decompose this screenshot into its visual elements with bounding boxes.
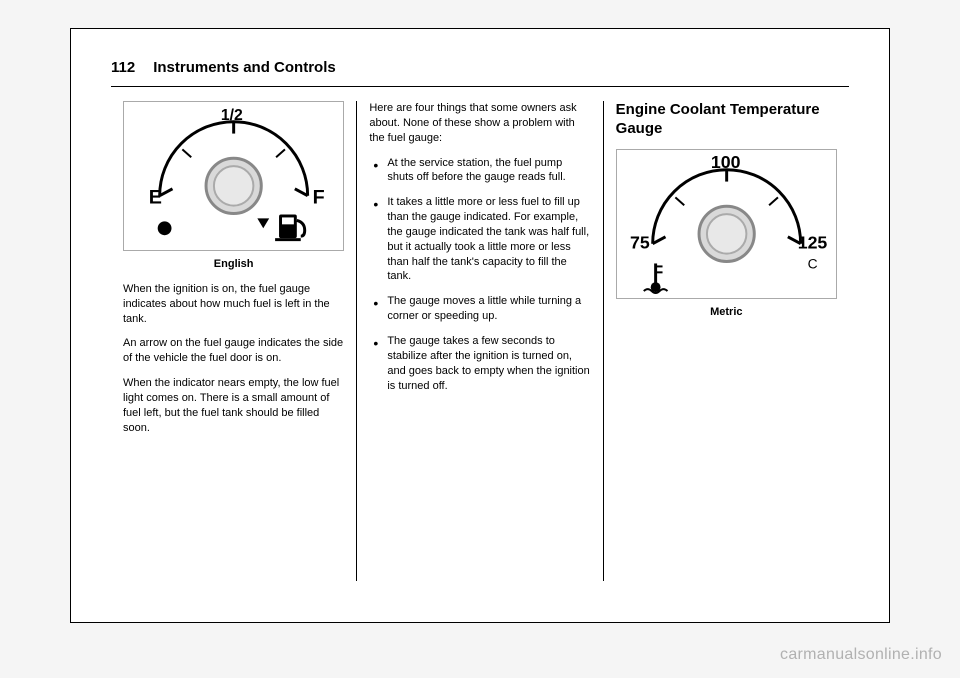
watermark-text: carmanualsonline.info (780, 646, 942, 664)
list-item: The gauge takes a few seconds to stabili… (369, 334, 590, 393)
column-1: E F 1/2 (111, 101, 356, 581)
page-number: 112 (111, 59, 135, 76)
gauge-75-label: 75 (630, 232, 650, 252)
fuel-pump-icon (257, 214, 304, 241)
gauge-100-label: 100 (711, 151, 741, 171)
body-text: An arrow on the fuel gauge indicates the… (123, 336, 344, 366)
temp-gauge-figure: 75 100 125 C (616, 149, 837, 299)
low-fuel-icon (158, 221, 172, 235)
fuel-gauge-figure: E F 1/2 (123, 101, 344, 251)
manual-page: 112 Instruments and Controls E F (70, 28, 890, 623)
thermometer-icon (643, 263, 667, 293)
column-3: Engine Coolant Temperature Gauge 75 100 … (604, 101, 849, 581)
subsection-heading: Engine Coolant Temperature Gauge (616, 101, 837, 139)
fuel-gauge-svg: E F 1/2 (124, 102, 343, 250)
list-item: The gauge moves a little while turning a… (369, 294, 590, 324)
section-title: Instruments and Controls (153, 59, 336, 76)
temp-gauge-svg: 75 100 125 C (617, 150, 836, 298)
body-text: Here are four things that some owners as… (369, 101, 590, 146)
page-header: 112 Instruments and Controls (111, 59, 849, 87)
gauge-e-label: E (149, 187, 162, 209)
figure-caption: Metric (616, 305, 837, 320)
body-text: When the indicator nears empty, the low … (123, 376, 344, 435)
gauge-f-label: F (313, 187, 325, 209)
gauge-half-label: 1/2 (221, 107, 243, 124)
list-item: It takes a little more or less fuel to f… (369, 195, 590, 284)
figure-caption: English (123, 257, 344, 272)
body-text: When the ignition is on, the fuel gauge … (123, 282, 344, 327)
gauge-125-label: 125 (797, 232, 827, 252)
bullet-list: At the service station, the fuel pump sh… (369, 156, 590, 394)
column-2: Here are four things that some owners as… (356, 101, 603, 581)
gauge-unit-label: C (807, 255, 817, 271)
content-columns: E F 1/2 (111, 101, 849, 581)
list-item: At the service station, the fuel pump sh… (369, 156, 590, 186)
